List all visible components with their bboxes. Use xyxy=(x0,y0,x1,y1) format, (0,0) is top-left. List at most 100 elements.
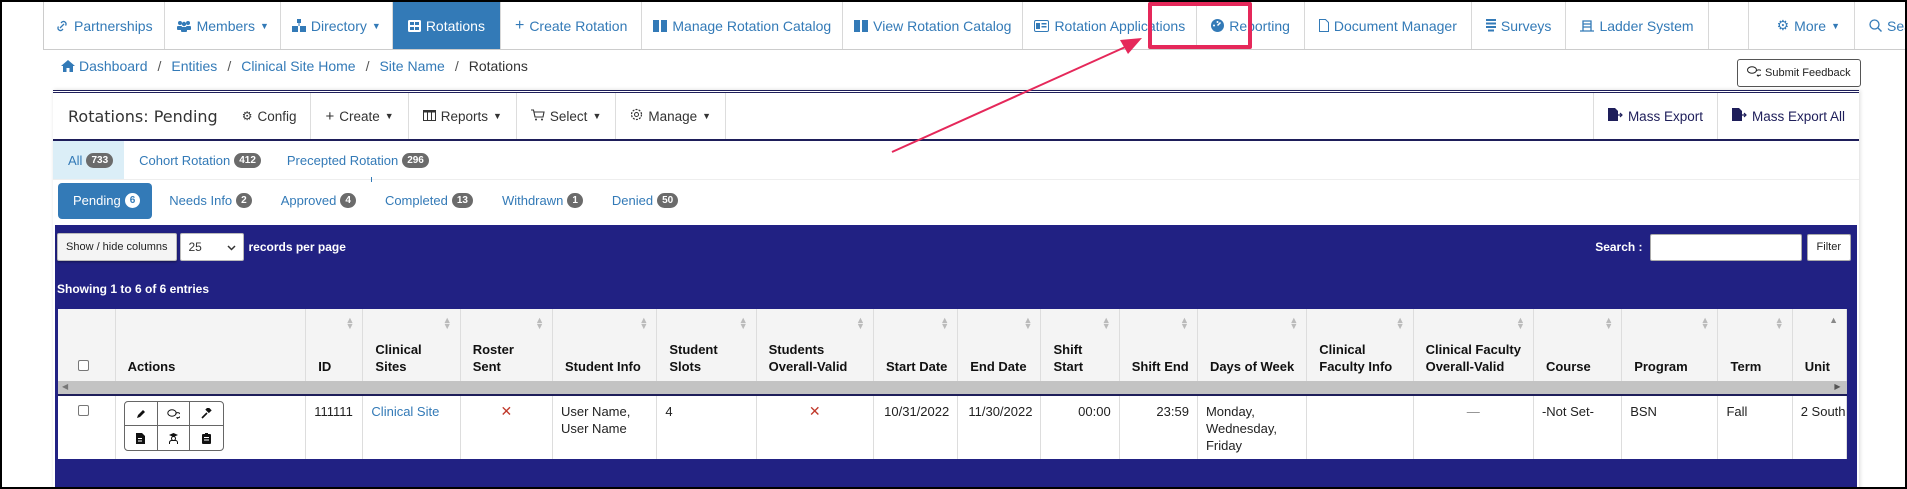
plus-icon: + xyxy=(325,107,335,125)
cell-shift-end: 23:59 xyxy=(1119,395,1198,459)
col-select-all xyxy=(58,309,116,381)
nav-partnerships[interactable]: Partnerships xyxy=(44,2,165,49)
chevron-down-icon xyxy=(226,240,236,254)
rotations-table: Actions ID ▲ ▼ Clinical Sites ▲ ▼ Roster Sen… xyxy=(58,309,1848,459)
tab-all[interactable]: All 733 xyxy=(53,141,125,179)
filter-button[interactable]: Filter xyxy=(1806,233,1851,261)
submit-feedback-button[interactable]: Submit Feedback xyxy=(1737,59,1861,87)
tab-precepted-rotation[interactable]: Precepted Rotation 296 xyxy=(272,141,440,179)
sort-icon: ▲ ▼ xyxy=(856,315,865,331)
tab-denied[interactable]: Denied 50 xyxy=(597,183,690,219)
mass-export-all-button[interactable]: Mass Export All xyxy=(1716,93,1859,139)
col-roster-sent[interactable]: Roster Sent ▲ ▼ xyxy=(460,309,554,381)
create-dropdown[interactable]: + Create ▼ xyxy=(311,93,409,139)
tab-cohort-rotation[interactable]: Cohort Rotation 412 xyxy=(124,141,272,179)
breadcrumb-clinical-site-home[interactable]: Clinical Site Home xyxy=(241,58,356,74)
col-shift-end[interactable]: Shift End ▲ ▼ xyxy=(1119,309,1198,381)
caret-down-icon: ▼ xyxy=(259,20,269,31)
sort-icon: ▲ ▼ xyxy=(1023,315,1033,331)
col-clinical-faculty-info[interactable]: Clinical Faculty Info ▲ ▼ xyxy=(1306,309,1414,381)
scroll-right-icon[interactable]: ▶ xyxy=(1834,382,1841,391)
sort-icon: ▲ ▼ xyxy=(1774,315,1784,331)
col-end-date[interactable]: End Date ▲ ▼ xyxy=(957,309,1042,381)
nav-ladder-system[interactable]: Ladder System xyxy=(1566,2,1709,49)
col-student-slots[interactable]: Student Slots ▲ ▼ xyxy=(656,309,757,381)
sort-icon: ▲ ▼ xyxy=(1700,315,1710,331)
user-graduate-icon[interactable] xyxy=(158,426,190,450)
breadcrumb-site-name[interactable]: Site Name xyxy=(379,58,445,74)
nav-members[interactable]: Members ▼ xyxy=(165,2,281,49)
col-student-info[interactable]: Student Info ▲ ▼ xyxy=(552,309,658,381)
count-badge: 733 xyxy=(86,152,114,168)
col-shift-start[interactable]: Shift Start ▲ ▼ xyxy=(1040,309,1120,381)
sort-icon: ▲ ▼ xyxy=(639,315,649,331)
annotation-highlight-box xyxy=(1148,2,1252,49)
col-actions: Actions xyxy=(115,309,307,381)
select-dropdown[interactable]: Select ▼ xyxy=(517,93,617,139)
config-button[interactable]: ⚙ Config xyxy=(232,93,312,139)
tab-pending[interactable]: Pending 6 xyxy=(58,182,153,219)
col-term[interactable]: Term ▲ ▼ xyxy=(1717,309,1793,381)
tab-approved[interactable]: Approved 4 xyxy=(266,183,368,219)
nav-create-rotation[interactable]: + Create Rotation xyxy=(501,2,643,49)
cell-clinical-site: Clinical Site xyxy=(362,395,461,459)
breadcrumb-entities[interactable]: Entities xyxy=(171,58,218,74)
nav-surveys[interactable]: Surveys xyxy=(1472,2,1567,49)
nav-rotation-applications[interactable]: Rotation Applications xyxy=(1023,2,1198,49)
row-checkbox[interactable] xyxy=(78,405,89,416)
comments-icon xyxy=(1747,66,1763,80)
count-badge: 2 xyxy=(236,193,252,208)
nav-manage-rotation-catalog[interactable]: Manage Rotation Catalog xyxy=(642,2,844,49)
tab-completed[interactable]: Completed 13 xyxy=(370,183,485,219)
horizontal-scrollbar[interactable]: ◀ ▶ xyxy=(58,381,1847,396)
nav-document-manager[interactable]: Document Manager xyxy=(1305,2,1472,49)
col-clinical-faculty-overall-valid[interactable]: Clinical Faculty Overall-Valid ▲ ▼ xyxy=(1413,309,1534,381)
scrollbar-track[interactable]: ◀ ▶ xyxy=(58,381,1847,396)
mass-export-button[interactable]: Mass Export xyxy=(1592,93,1717,139)
tab-needs-info[interactable]: Needs Info 2 xyxy=(154,183,263,219)
nav-rotations[interactable]: Rotations xyxy=(392,2,501,49)
col-clinical-sites[interactable]: Clinical Sites ▲ ▼ xyxy=(362,309,461,381)
table-row: 111111 Clinical Site ✕ User Name, User N… xyxy=(58,395,1848,459)
file-export-icon xyxy=(1731,108,1747,124)
nav-more[interactable]: ⚙ More ▼ xyxy=(1749,2,1855,49)
book-icon xyxy=(653,19,668,32)
col-program[interactable]: Program ▲ ▼ xyxy=(1621,309,1719,381)
breadcrumb-dashboard[interactable]: Dashboard xyxy=(79,58,148,74)
action-buttons xyxy=(123,401,224,451)
sort-icon: ▲ ▼ xyxy=(1604,315,1614,331)
nav-directory[interactable]: Directory ▼ xyxy=(281,2,393,49)
nav-search[interactable]: Search ▼ xyxy=(1855,2,1905,49)
page-length-select[interactable]: 25 xyxy=(179,233,244,261)
gavel-icon[interactable] xyxy=(189,402,223,426)
nav-reporting[interactable]: Reporting xyxy=(1197,2,1305,49)
comments-icon[interactable] xyxy=(157,402,190,426)
cell-faculty-overall-valid: — xyxy=(1413,395,1534,459)
col-unit[interactable]: Unit ▲ xyxy=(1792,309,1848,381)
col-start-date[interactable]: Start Date ▲ ▼ xyxy=(873,309,959,381)
search-input[interactable] xyxy=(1649,233,1802,261)
gear-icon: ⚙ xyxy=(1776,17,1790,33)
records-per-page-label: records per page xyxy=(248,240,346,254)
col-days-of-week[interactable]: Days of Week ▲ ▼ xyxy=(1197,309,1308,381)
file-contract-icon[interactable] xyxy=(125,426,158,450)
col-course[interactable]: Course ▲ ▼ xyxy=(1533,309,1623,381)
cogs-icon: ⚙ xyxy=(241,109,253,123)
count-badge: 50 xyxy=(657,193,679,208)
home-icon xyxy=(61,60,75,72)
scroll-left-icon[interactable]: ◀ xyxy=(62,382,69,391)
nav-spacer xyxy=(1709,2,1749,49)
nav-view-rotation-catalog[interactable]: View Rotation Catalog xyxy=(843,2,1024,49)
show-hide-columns-button[interactable]: Show / hide columns xyxy=(57,233,177,261)
col-students-overall-valid[interactable]: Students Overall-Valid ▲ ▼ xyxy=(756,309,874,381)
col-id[interactable]: ID ▲ ▼ xyxy=(305,309,364,381)
edit-pencil-icon[interactable] xyxy=(124,402,158,426)
sort-icon: ▲ ▼ xyxy=(1180,315,1189,331)
tab-withdrawn[interactable]: Withdrawn 1 xyxy=(487,183,595,219)
select-all-checkbox[interactable] xyxy=(78,360,89,371)
cell-unit: 2 South xyxy=(1792,395,1848,459)
clipboard-list-icon[interactable] xyxy=(190,426,223,450)
manage-dropdown[interactable]: Manage ▼ xyxy=(616,93,727,139)
reports-dropdown[interactable]: Reports ▼ xyxy=(409,93,517,139)
clinical-site-link[interactable]: Clinical Site xyxy=(371,404,440,419)
